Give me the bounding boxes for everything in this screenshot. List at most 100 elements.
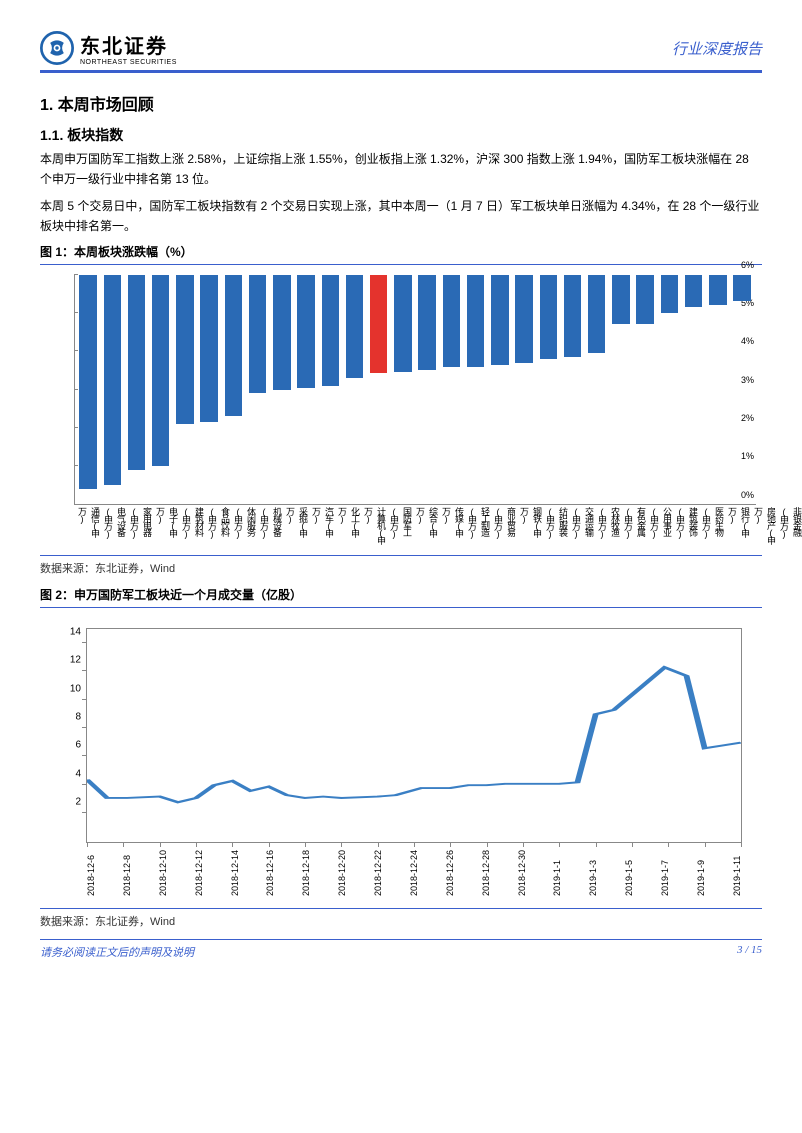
x-axis-label: 公用事业(申万) [648,505,674,545]
report-type: 行业深度报告 [672,38,762,59]
x-axis-label: 非银金融(申万) [778,505,802,545]
bar-3 [152,275,169,467]
paragraph-1: 本周申万国防军工指数上涨 2.58%，上证综指上涨 1.55%，创业板指上涨 1… [40,149,762,190]
x-axis-label: 2018-12-28 [481,843,491,898]
bar-25 [685,275,702,308]
x-axis-label: 有色金属(申万) [622,505,648,545]
figure-1-source: 数据来源：东北证券，Wind [40,560,762,576]
bar-8 [273,275,290,390]
x-axis-label: 建筑材料(申万) [180,505,206,545]
x-axis-label: 纺织服装(申万) [544,505,570,545]
header-divider [40,70,762,73]
x-axis-label: 2018-12-20 [337,843,347,898]
bar-27 [733,275,750,302]
x-axis-label: 农林牧渔(申万) [596,505,622,545]
x-axis-label: 汽车(申万) [310,505,336,545]
bar-1 [104,275,121,486]
bar-12 [370,275,387,374]
bar-15 [443,275,460,367]
x-axis-label: 国防军工(申万) [388,505,414,545]
bar-10 [322,275,339,386]
x-axis-label: 2019-1-11 [732,843,742,898]
x-axis-label: 2018-12-6 [86,843,96,898]
figure-2-source: 数据来源：东北证券，Wind [40,913,762,929]
bar-7 [249,275,266,394]
logo-name-en: NORTHEAST SECURITIES [80,59,177,66]
x-axis-label: 2019-1-7 [660,843,670,898]
x-axis-label: 通信(申万) [76,505,102,545]
x-axis-label: 化工(申万) [336,505,362,545]
bar-0 [79,275,96,490]
x-axis-label: 2018-12-24 [409,843,419,898]
figure-1-title: 图 1：本周板块涨跌幅（%） [40,243,762,260]
x-axis-label: 2018-12-30 [517,843,527,898]
x-axis-label: 电子(申万) [154,505,180,545]
bar-22 [612,275,629,325]
x-axis-label: 商业贸易(申万) [492,505,518,545]
bar-19 [540,275,557,359]
bar-18 [515,275,532,363]
paragraph-2: 本周 5 个交易日中，国防军工板块指数有 2 个交易日实现上涨，其中本周一（1 … [40,196,762,237]
x-axis-label: 2019-1-1 [552,843,562,898]
figure-2-title: 图 2：申万国防军工板块近一个月成交量（亿股） [40,586,762,603]
company-logo: 东北证券 NORTHEAST SECURITIES [40,30,177,66]
x-axis-label: 2018-12-12 [194,843,204,898]
x-axis-label: 机械设备(申万) [258,505,284,545]
x-axis-label: 休闲服务(申万) [232,505,258,545]
x-axis-label: 房地产(申万) [752,505,778,545]
x-axis-label: 电气设备(申万) [102,505,128,545]
x-axis-label: 2018-12-18 [301,843,311,898]
bar-14 [418,275,435,371]
bar-2 [128,275,145,471]
x-axis-label: 2019-1-5 [624,843,634,898]
logo-name-cn: 东北证券 [80,30,177,59]
y-axis-label: 6% [741,260,754,270]
page-header: 东北证券 NORTHEAST SECURITIES 行业深度报告 [40,30,762,66]
x-axis-label: 2018-12-22 [373,843,383,898]
page-footer: 请务必阅读正文后的声明及说明 3 / 15 [40,939,762,961]
y-axis-label: 14 [70,626,87,637]
bar-13 [394,275,411,373]
bar-5 [200,275,217,423]
figure-2-chart: 24681012142018-12-62018-12-82018-12-1020… [40,607,762,909]
x-axis-label: 2018-12-14 [230,843,240,898]
page-number: 3 / 15 [737,944,762,960]
x-axis-label: 2019-1-3 [588,843,598,898]
bar-11 [346,275,363,379]
x-axis-label: 家用电器(申万) [128,505,154,545]
bar-6 [225,275,242,417]
x-axis-label: 计算机(申万) [362,505,388,545]
y-axis-label: 12 [70,655,87,666]
x-axis-label: 2018-12-10 [158,843,168,898]
bar-20 [564,275,581,357]
x-axis-label: 2018-12-26 [445,843,455,898]
section-heading-1: 1. 本周市场回顾 [40,91,762,115]
x-axis-label: 2018-12-16 [265,843,275,898]
y-axis-label: 2 [75,797,87,808]
x-axis-label: 交通运输(申万) [570,505,596,545]
bar-16 [467,275,484,367]
x-axis-label: 医药生物(申万) [700,505,726,545]
x-axis-label: 采掘(申万) [284,505,310,545]
x-axis-label: 食品饮料(申万) [206,505,232,545]
bar-17 [491,275,508,365]
bar-9 [297,275,314,388]
x-axis-label: 轻工制造(申万) [466,505,492,545]
y-axis-label: 8 [75,711,87,722]
x-axis-label: 综合(申万) [414,505,440,545]
section-heading-1-1: 1.1. 板块指数 [40,125,762,145]
x-axis-label: 2019-1-9 [696,843,706,898]
x-axis-label: 2018-12-8 [122,843,132,898]
bar-21 [588,275,605,354]
figure-1-chart: 0%1%2%3%4%5%6%通信(申万)电气设备(申万)家用电器(申万)电子(申… [40,264,762,556]
footer-disclaimer: 请务必阅读正文后的声明及说明 [40,944,194,960]
x-axis-label: 银行(申万) [726,505,752,545]
y-axis-label: 6 [75,740,87,751]
y-axis-label: 10 [70,683,87,694]
bar-4 [176,275,193,425]
x-axis-label: 建筑装饰(申万) [674,505,700,545]
bar-23 [636,275,653,325]
volume-line [87,667,741,802]
logo-icon [40,31,74,65]
bar-24 [661,275,678,313]
